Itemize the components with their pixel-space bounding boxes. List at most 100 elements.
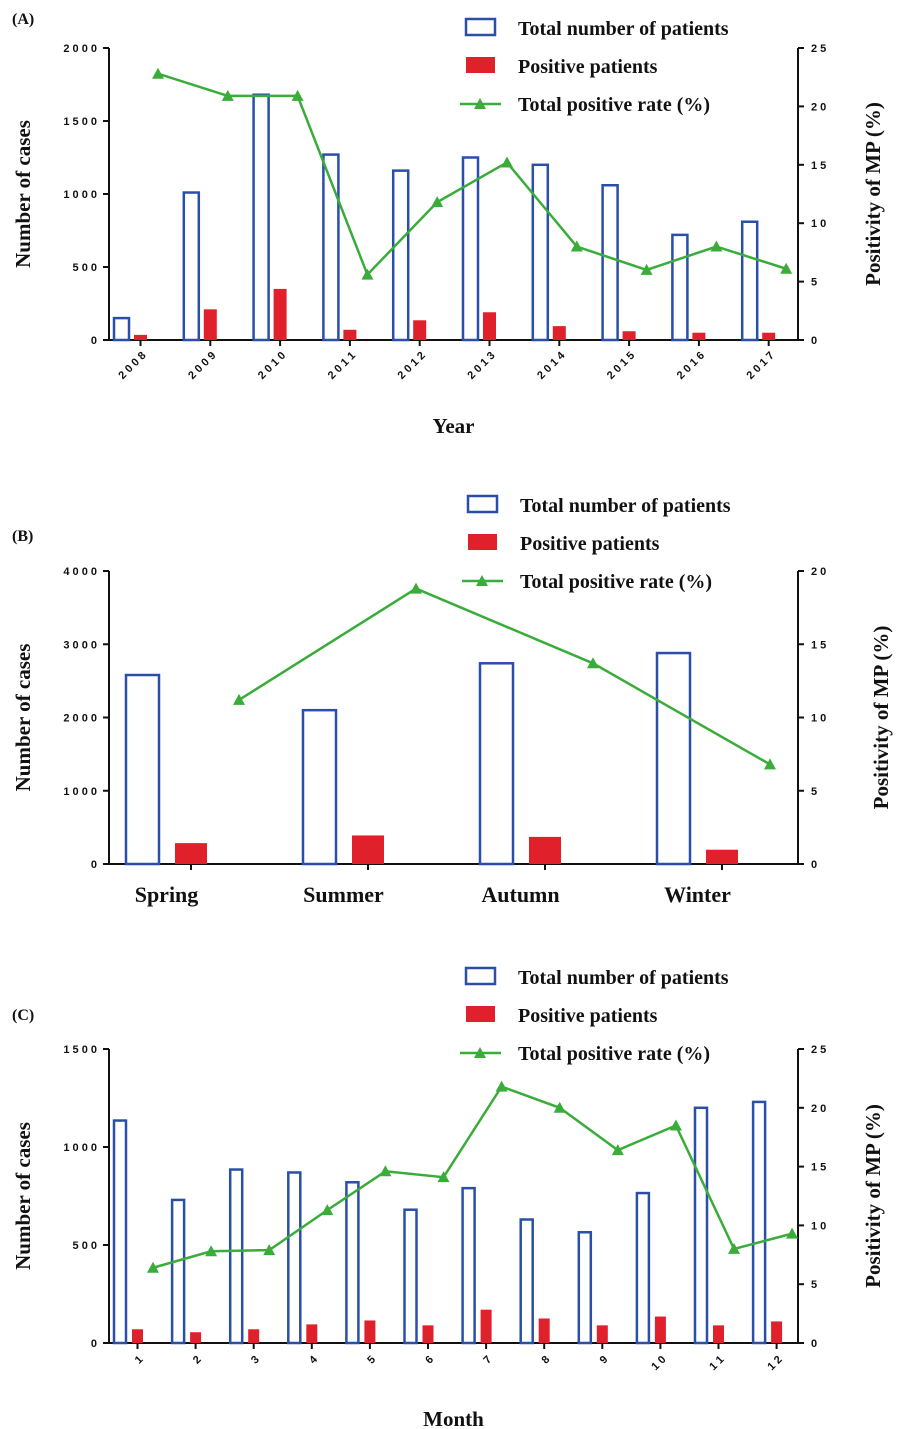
right-tick-label: 2 5 [811,43,826,55]
legend-label-rate: Total positive rate (%) [518,1043,710,1065]
rate-point-marker [728,1242,740,1254]
total-bar [182,191,201,342]
right-tick-label: 5 [811,1279,817,1291]
total-bar [461,156,480,342]
left-tick-label: 1 5 0 0 [63,116,97,128]
legend-label-rate: Total positive rate (%) [518,94,710,116]
left-tick-label: 5 0 0 [73,1240,97,1252]
total-bar [531,163,550,342]
rate-point-marker [669,1119,682,1131]
x-tick-label: 5 [365,1354,378,1367]
total-bar [112,1119,128,1345]
rate-point-marker [553,1101,566,1113]
total-bar [671,233,689,342]
x-axis-title: Year [433,414,475,438]
legend-label-positive: Positive patients [518,1005,658,1027]
total-bar [124,673,161,866]
right-tick-label: 1 5 [811,160,826,172]
right-tick-label: 5 [811,786,817,798]
legend: Total number of patients Positive patient… [462,494,731,593]
rate-point-marker [780,262,793,274]
left-tick-label: 5 0 0 [73,262,97,274]
total-bar [301,708,338,866]
total-bar [252,93,270,342]
left-tick-label: 1 0 0 0 [63,1142,97,1154]
right-tick-label: 5 [811,277,817,289]
left-tick-label: 0 [91,1338,97,1350]
x-tick-label: 2 0 1 1 [326,350,358,382]
left-tick-label: 1 0 0 0 [63,786,97,798]
positive-bar [352,835,384,864]
rate-point-marker [786,1227,799,1239]
legend-swatch-positive [468,534,497,550]
chart-panel-c: (C) 0 5 0 0 1 0 0 0 1 5 0 0 0 5 1 0 1 5 2 0 2 5 Num… [11,966,885,1429]
left-tick-label: 2 0 0 0 [63,43,97,55]
x-tick-label: 2 0 1 2 [396,350,428,382]
legend-swatch-total [464,966,497,986]
right-tick-label: 1 0 [811,218,826,230]
x-tick-label: 2 0 1 7 [745,350,777,382]
x-tick-label: 2 0 1 6 [675,350,707,382]
total-bar [601,183,619,342]
positive-bar [529,836,561,864]
legend-swatch-marker [476,575,488,586]
positive-bar [248,1329,260,1343]
x-tick-label: 2 0 0 8 [116,350,148,382]
x-category-label: Summer [303,882,384,907]
positive-bar [132,1329,143,1343]
right-axis-title: Positivity of MP (%) [861,102,885,286]
positive-bar [552,326,566,340]
right-tick-label: 1 0 [811,713,826,725]
rate-point-marker [361,268,374,280]
rate-point-marker [587,657,599,669]
right-tick-label: 0 [811,859,817,871]
x-tick-label: 2 0 1 3 [465,350,497,382]
right-tick-label: 1 0 [811,1220,826,1232]
total-bar [635,1191,651,1345]
x-tick-label: 1 2 [765,1354,784,1373]
x-tick-label: 6 [423,1354,436,1367]
left-tick-label: 2 0 0 0 [63,713,97,725]
panel-label: (C) [12,1007,34,1024]
rate-point-marker [152,67,164,79]
x-tick-label: 2 0 1 5 [605,350,637,382]
x-tick-label: 3 [249,1354,262,1367]
x-category-label: Autumn [481,882,559,907]
right-tick-label: 2 0 [811,566,826,578]
legend-label-positive: Positive patients [520,533,660,555]
total-bar [693,1106,709,1345]
rate-line [152,1085,793,1269]
chart-panel-b: (B) 0 1 0 0 0 2 0 0 0 3 0 0 0 4 0 0 0 0 5 1 0 1 5… [11,494,893,907]
total-bar [655,651,692,866]
total-bar [228,1168,244,1345]
left-tick-label: 3 0 0 0 [63,639,97,651]
positive-bar [622,331,636,340]
legend-label-total: Total number of patients [520,495,731,517]
x-tick-label: 1 [133,1354,146,1367]
total-bar [345,1181,360,1345]
rate-point-marker [495,1080,508,1092]
total-bar [112,316,131,342]
rate-point-marker [205,1245,218,1257]
rate-point-marker [321,1204,334,1216]
total-bar [170,1198,186,1345]
left-tick-label: 0 [91,335,97,347]
positive-bar [134,334,147,340]
legend: Total number of patients Positive patient… [460,17,729,116]
total-bar [287,1171,302,1345]
positive-bar [273,288,287,340]
x-axis-title: Month [423,1407,484,1429]
positive-bar [306,1324,318,1343]
left-tick-label: 0 [91,859,97,871]
x-category-label: Winter [664,882,731,907]
positive-bar [413,320,427,340]
total-bar [322,153,340,342]
x-tick-label: 1 1 [707,1354,726,1373]
right-tick-label: 2 0 [811,101,826,113]
rate-point-marker [710,240,723,252]
chart-panel-a: (A) 0 5 0 0 1 0 0 0 1 5 0 0 2 0 0 0 0 5 1 0 1 5 2 … [11,11,885,438]
right-axis-title: Positivity of MP (%) [869,626,893,810]
legend-swatch-total [466,494,499,514]
right-tick-label: 0 [811,335,817,347]
